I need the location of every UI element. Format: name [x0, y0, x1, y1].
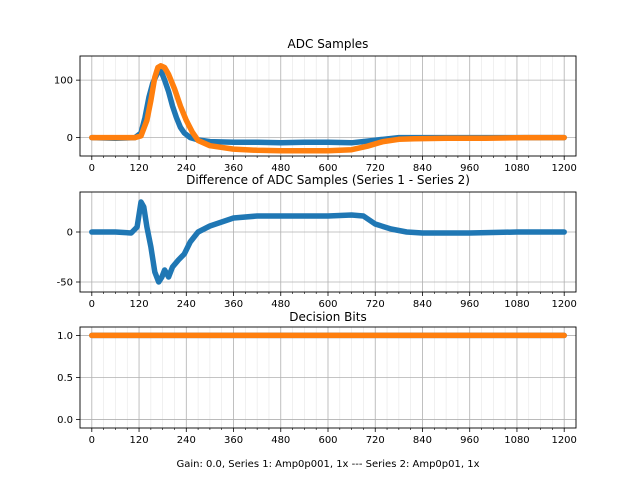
y-ticks: 0.0 0.5 1.0: [57, 331, 80, 426]
x-tick-label: 840: [413, 163, 432, 174]
x-tick-label: 600: [318, 163, 337, 174]
x-tick-label: 480: [271, 299, 290, 310]
subplot-difference: Difference of ADC Samples (Series 1 - Se…: [57, 173, 577, 310]
x-tick-label: 840: [413, 299, 432, 310]
x-tick-label: 1200: [551, 435, 576, 446]
series-layer: [89, 199, 567, 285]
x-tick-label: 360: [224, 299, 243, 310]
x-tick-label: 480: [271, 163, 290, 174]
x-tick-label: 360: [224, 163, 243, 174]
x-tick-label: 840: [413, 435, 432, 446]
y-tick-label: 0: [67, 228, 73, 239]
x-tick-label: 960: [460, 163, 479, 174]
x-tick-label: 1080: [504, 163, 529, 174]
x-tick-label: 960: [460, 299, 479, 310]
x-tick-label: 120: [130, 299, 149, 310]
x-tick-label: 1200: [551, 163, 576, 174]
series-1-line: [89, 199, 567, 285]
x-ticks: 0 120 240 360 480 600 720 840 960 1080 1200: [89, 292, 577, 310]
y-tick-label: 1.0: [57, 331, 73, 342]
x-tick-label: 720: [366, 435, 385, 446]
subplot-title: ADC Samples: [288, 37, 369, 51]
x-tick-label: 240: [177, 163, 196, 174]
x-tick-label: 0: [89, 435, 95, 446]
subplot-adc-samples: ADC Samples 0 120 240 360 480 600 720 840 960 108…: [54, 37, 577, 174]
minor-gridlines: [103, 192, 553, 292]
x-tick-label: 600: [318, 299, 337, 310]
x-tick-label: 480: [271, 435, 290, 446]
series-2-line: [89, 63, 567, 154]
x-tick-label: 120: [130, 435, 149, 446]
y-tick-label: 0.0: [57, 415, 73, 426]
x-tick-label: 0: [89, 163, 95, 174]
x-tick-label: 1080: [504, 435, 529, 446]
y-tick-label: 100: [54, 76, 73, 87]
x-tick-label: 120: [130, 163, 149, 174]
x-tick-label: 1080: [504, 299, 529, 310]
x-tick-label: 720: [366, 163, 385, 174]
y-ticks: 0 100: [54, 76, 80, 144]
subplot-decision-bits: Decision Bits 0 120 240 360 480 600 720 840 960 1…: [57, 310, 577, 470]
y-ticks: -50 0: [57, 228, 80, 289]
x-tick-label: 600: [318, 435, 337, 446]
x-tick-label: 240: [177, 299, 196, 310]
x-tick-label: 1200: [551, 299, 576, 310]
x-axis-label: Gain: 0.0, Series 1: Amp0p001, 1x --- Se…: [176, 459, 479, 470]
subplot-title: Difference of ADC Samples (Series 1 - Se…: [186, 173, 470, 187]
y-tick-label: 0: [67, 133, 73, 144]
subplot-title: Decision Bits: [289, 310, 366, 324]
y-tick-label: -50: [57, 278, 73, 289]
x-tick-label: 0: [89, 299, 95, 310]
y-tick-label: 0.5: [57, 373, 73, 384]
series-layer: [89, 63, 567, 154]
x-tick-label: 960: [460, 435, 479, 446]
x-tick-label: 240: [177, 435, 196, 446]
x-ticks: 0 120 240 360 480 600 720 840 960 1080 1200: [89, 156, 577, 174]
major-gridlines: [80, 192, 576, 292]
x-ticks: 0 120 240 360 480 600 720 840 960 1080 1200: [89, 428, 577, 446]
x-tick-label: 720: [366, 299, 385, 310]
x-tick-label: 360: [224, 435, 243, 446]
